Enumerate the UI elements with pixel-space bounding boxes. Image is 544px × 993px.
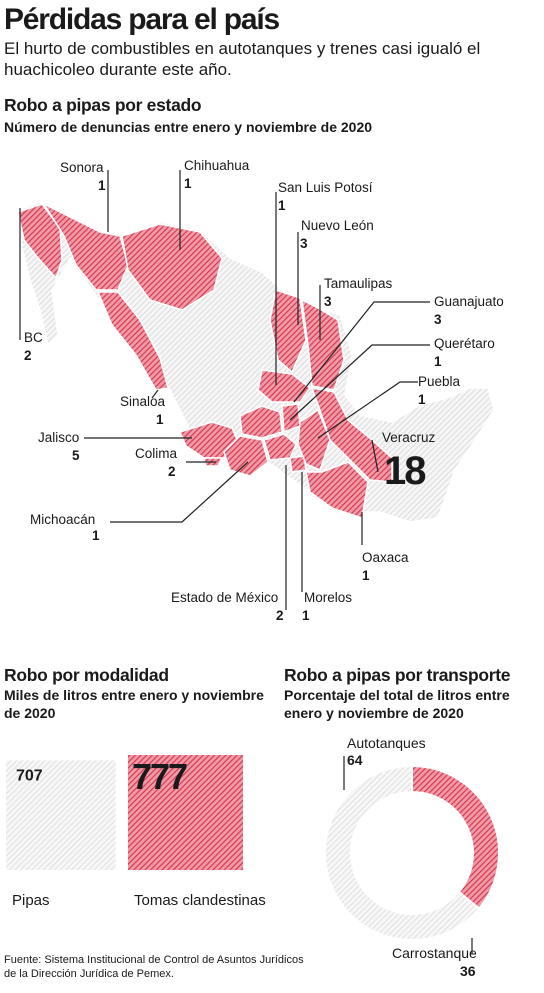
value-slp: 1 xyxy=(278,198,286,213)
page-subtitle: El hurto de combustibles en autotanques … xyxy=(4,39,481,79)
label-oaxaca: Oaxaca xyxy=(362,550,409,565)
label-slp: San Luis Potosí xyxy=(278,180,373,195)
value-oaxaca: 1 xyxy=(362,568,370,583)
value-nuevoleon: 3 xyxy=(300,236,308,251)
label-sinaloa: Sinaloa xyxy=(120,394,166,409)
states-map: Sonora 1 Chihuahua 1 San Luis Potosí 1 N… xyxy=(17,158,504,623)
donut-slices xyxy=(324,764,500,941)
slice-value: 36 xyxy=(460,963,476,979)
slice-label: Carrostanque xyxy=(392,945,477,961)
label-chihuahua: Chihuahua xyxy=(184,158,250,173)
state-sinaloa-shape xyxy=(96,291,169,391)
label-nuevoleon: Nuevo León xyxy=(301,218,374,233)
map-leaders xyxy=(19,170,430,610)
map-labels: Sonora 1 Chihuahua 1 San Luis Potosí 1 N… xyxy=(24,158,504,623)
value-sonora: 1 xyxy=(98,178,106,193)
state-nuevoleon-shape xyxy=(269,289,307,374)
map-shapes xyxy=(17,201,495,523)
value-edomex: 2 xyxy=(276,608,284,623)
state-queretaro-shape xyxy=(281,403,301,434)
state-bc-shape xyxy=(17,203,63,280)
state-michoacan-shape xyxy=(223,435,269,477)
value-guanajuato: 3 xyxy=(434,312,442,327)
modality-chart: 707 Pipas 777 Tomas clandestinas xyxy=(6,755,266,909)
map-subtitle: Número de denuncias entre enero y noviem… xyxy=(4,119,373,135)
label-tamaulipas: Tamaulipas xyxy=(324,276,393,291)
label-michoacan: Michoacán xyxy=(30,512,95,527)
value-morelos: 1 xyxy=(302,608,310,623)
slice-value: 64 xyxy=(347,752,363,768)
label-sonora: Sonora xyxy=(60,160,104,175)
label-jalisco: Jalisco xyxy=(38,430,79,445)
value-tamaulipas: 3 xyxy=(324,294,332,309)
map-title: Robo a pipas por estado xyxy=(4,95,202,115)
state-puebla-shape xyxy=(297,408,331,472)
value-queretaro: 1 xyxy=(434,354,442,369)
bar-pipas xyxy=(6,760,116,870)
state-veracruz-shape xyxy=(310,387,393,483)
label-colima: Colima xyxy=(135,446,178,461)
slice-label: Autotanques xyxy=(347,735,426,751)
state-chihuahua-shape xyxy=(121,223,223,311)
bar-category-label: Tomas clandestinas xyxy=(134,892,266,909)
modality-subtitle: Miles de litros entre enero y noviembre … xyxy=(4,687,264,721)
page-title: Pérdidas para el país xyxy=(4,3,280,36)
state-edomex-shape xyxy=(263,433,297,461)
value-bc: 2 xyxy=(24,348,32,363)
label-bc: BC xyxy=(24,330,43,345)
bar-category-label: Pipas xyxy=(12,892,50,909)
bar-tomas-clandestinas xyxy=(128,755,243,870)
label-veracruz: Veracruz xyxy=(382,430,436,445)
state-sonora-shape xyxy=(41,202,129,291)
value-michoacan: 1 xyxy=(92,528,100,543)
label-edomex: Estado de México xyxy=(171,590,278,605)
value-sinaloa: 1 xyxy=(156,412,164,427)
value-jalisco: 5 xyxy=(72,448,80,463)
bar-value-label: 777 xyxy=(132,756,187,797)
value-puebla: 1 xyxy=(418,392,426,407)
modality-labels: 707 Pipas 777 Tomas clandestinas xyxy=(12,756,266,909)
label-queretaro: Querétaro xyxy=(434,336,495,351)
value-veracruz: 18 xyxy=(384,449,426,493)
value-colima: 2 xyxy=(168,464,176,479)
slice-autotanques xyxy=(324,764,481,941)
transport-subtitle: Porcentaje del total de litros entre ene… xyxy=(284,687,510,721)
modality-bars xyxy=(6,755,243,870)
source-note: Fuente: Sistema Institucional de Control… xyxy=(4,954,304,980)
label-puebla: Puebla xyxy=(418,374,461,389)
state-oaxaca-shape xyxy=(305,461,369,519)
modality-title: Robo por modalidad xyxy=(4,665,169,685)
value-chihuahua: 1 xyxy=(184,176,192,191)
slice-carrostanque xyxy=(411,764,500,910)
label-morelos: Morelos xyxy=(304,590,352,605)
state-morelos-shape xyxy=(289,455,307,473)
bar-value-label: 707 xyxy=(16,767,43,784)
label-guanajuato: Guanajuato xyxy=(434,294,504,309)
transport-title: Robo a pipas por transporte xyxy=(284,665,511,685)
state-slp-shape xyxy=(257,369,312,403)
state-guanajuato-shape xyxy=(239,405,283,439)
